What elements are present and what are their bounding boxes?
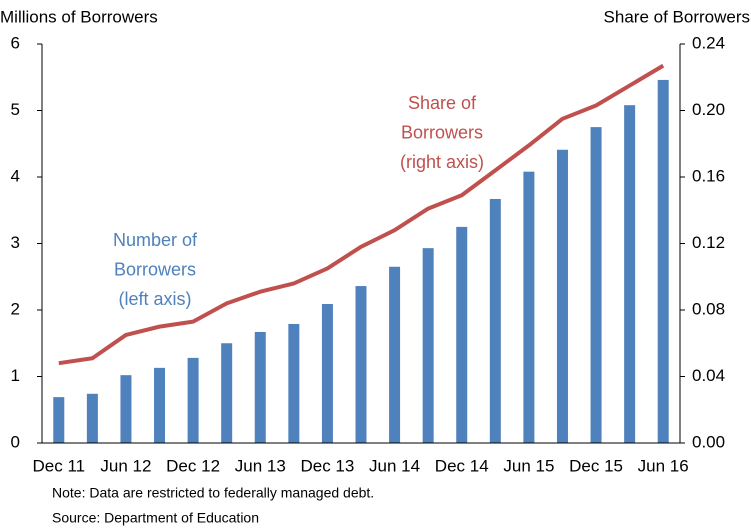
- y2-tick-label: 0.04: [692, 366, 725, 385]
- y-tick-label: 5: [11, 100, 20, 119]
- x-tick-label: Dec 11: [32, 456, 85, 475]
- bar: [456, 226, 468, 443]
- y2-tick-label: 0.16: [692, 166, 725, 185]
- x-tick-label: Jun 16: [638, 456, 689, 475]
- y-tick-label: 2: [11, 299, 20, 318]
- x-tick-label: Jun 14: [369, 456, 420, 475]
- bar: [120, 375, 132, 443]
- bar: [321, 304, 333, 443]
- y2-tick-label: 0.12: [692, 233, 725, 252]
- y-tick-label: 4: [11, 166, 20, 185]
- bar: [288, 323, 300, 443]
- y2-tick-label: 0.20: [692, 100, 725, 119]
- y-tick-label: 1: [11, 366, 20, 385]
- y2-tick-label: 0.24: [692, 33, 725, 52]
- y-axis-label: Millions of Borrowers: [0, 7, 158, 26]
- y-tick-label: 6: [11, 33, 20, 52]
- annotation: Share of: [408, 93, 477, 113]
- x-tick-label: Dec 15: [569, 456, 623, 475]
- bar: [657, 79, 669, 443]
- x-tick-label: Dec 14: [435, 456, 489, 475]
- annotation: Borrowers: [401, 122, 483, 142]
- bar: [53, 397, 65, 443]
- bar: [221, 343, 233, 443]
- y-tick-label: 3: [11, 233, 20, 252]
- x-tick-label: Jun 12: [100, 456, 151, 475]
- bar: [624, 105, 636, 444]
- bar: [187, 357, 199, 443]
- x-tick-label: Jun 15: [503, 456, 554, 475]
- bar: [86, 393, 98, 443]
- y2-tick-label: 0.00: [692, 432, 725, 451]
- line: [58, 63, 665, 366]
- x-tick-label: Dec 12: [166, 456, 220, 475]
- bar: [389, 266, 401, 443]
- y-tick-label: 0: [11, 432, 20, 451]
- bar: [154, 367, 166, 443]
- bar: [422, 248, 434, 443]
- note: Note: Data are restricted to federally m…: [52, 485, 374, 501]
- annotation: (right axis): [400, 152, 484, 172]
- y2-tick-label: 0.08: [692, 299, 725, 318]
- annotation: Number of: [113, 230, 198, 250]
- bar: [556, 149, 568, 444]
- annotation: Borrowers: [114, 259, 196, 279]
- bar: [489, 198, 501, 443]
- bar: [254, 331, 266, 443]
- annotation: (left axis): [118, 289, 191, 309]
- bar: [523, 171, 535, 443]
- y2-axis-label: Share of Borrowers: [604, 7, 750, 26]
- source: Source: Department of Education: [52, 510, 259, 526]
- bar: [590, 127, 602, 443]
- x-tick-label: Dec 13: [300, 456, 354, 475]
- bar: [355, 286, 367, 443]
- x-tick-label: Jun 13: [235, 456, 286, 475]
